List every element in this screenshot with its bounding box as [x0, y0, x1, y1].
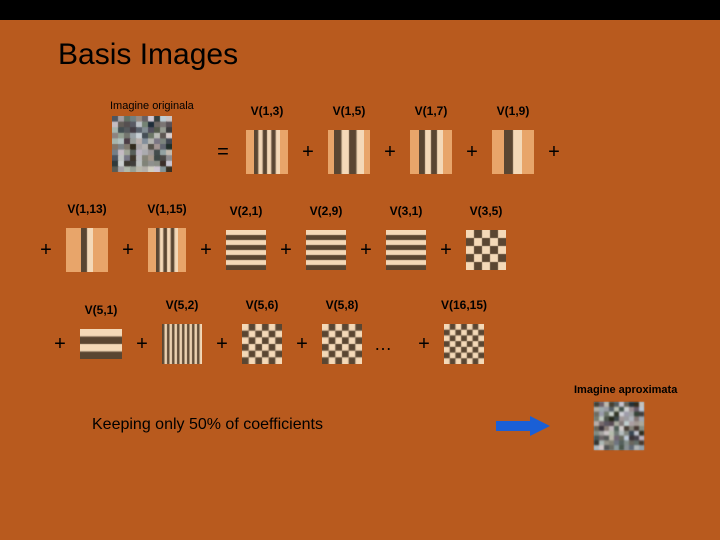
basis-label: V(1,9) [497, 104, 530, 118]
basis-image [66, 228, 108, 272]
basis-cell: V(1,15) [148, 228, 186, 272]
basis-label: V(3,5) [470, 204, 503, 218]
basis-image [328, 130, 370, 174]
plus-op: + [196, 239, 216, 262]
basis-cell: V(16,15) [444, 324, 484, 364]
plus-op: + [414, 333, 434, 356]
row-3: + V(5,1) + V(5,2) + V(5,6) + V(5,8) … + V(16,15) [40, 324, 720, 364]
approx-image [594, 402, 644, 450]
plus-op: + [118, 239, 138, 262]
basis-label: V(3,1) [390, 204, 423, 218]
original-image [112, 116, 172, 172]
row-2: + V(1,13) + V(1,15) + V(2,1) + V(2,9) + V(3,1) + V(… [26, 228, 720, 272]
basis-label: V(1,13) [67, 202, 106, 216]
basis-image [306, 230, 346, 270]
basis-image [148, 228, 186, 272]
plus-op: + [462, 141, 482, 164]
basis-label: V(5,1) [85, 303, 118, 317]
equals-op: = [210, 141, 236, 164]
basis-label: V(2,9) [310, 204, 343, 218]
page-title: Basis Images [58, 38, 720, 72]
basis-cell: V(5,8) [322, 324, 362, 364]
header-bar [0, 0, 720, 20]
original-image-label: Imagine originala [110, 100, 194, 112]
plus-op: + [544, 141, 564, 164]
basis-image [226, 230, 266, 270]
basis-image [162, 324, 202, 364]
basis-image [322, 324, 362, 364]
basis-cell: V(3,5) [466, 230, 506, 270]
plus-op: + [276, 239, 296, 262]
basis-cell: V(1,3) [246, 130, 288, 174]
plus-op: + [50, 333, 70, 356]
plus-op: + [36, 239, 56, 262]
basis-image [444, 324, 484, 364]
plus-op: + [292, 333, 312, 356]
basis-label: V(1,5) [333, 104, 366, 118]
basis-image [492, 130, 534, 174]
basis-label: V(1,7) [415, 104, 448, 118]
basis-cell: V(5,6) [242, 324, 282, 364]
basis-image [246, 130, 288, 174]
basis-cell: V(5,1) [80, 329, 122, 359]
basis-cell: V(1,7) [410, 130, 452, 174]
approx-image-label: Imagine aproximata [574, 384, 677, 396]
basis-image [386, 230, 426, 270]
basis-image [466, 230, 506, 270]
basis-cell: V(1,5) [328, 130, 370, 174]
basis-label: V(2,1) [230, 204, 263, 218]
plus-op: + [436, 239, 456, 262]
row-1: = V(1,3) + V(1,5) + V(1,7) + V(1,9) + [200, 130, 720, 174]
basis-cell: V(2,9) [306, 230, 346, 270]
basis-image [80, 329, 122, 359]
basis-cell: V(5,2) [162, 324, 202, 364]
plus-op: + [356, 239, 376, 262]
plus-op: + [212, 333, 232, 356]
basis-cell: V(2,1) [226, 230, 266, 270]
basis-cell: V(3,1) [386, 230, 426, 270]
basis-label: V(5,6) [246, 298, 279, 312]
basis-cell: V(1,9) [492, 130, 534, 174]
basis-label: V(5,2) [166, 298, 199, 312]
basis-label: V(1,15) [147, 202, 186, 216]
dots-op: … [374, 334, 392, 355]
basis-label: V(16,15) [441, 298, 487, 312]
basis-image [242, 324, 282, 364]
basis-label: V(5,8) [326, 298, 359, 312]
basis-image [410, 130, 452, 174]
basis-label: V(1,3) [251, 104, 284, 118]
plus-op: + [380, 141, 400, 164]
footer-text: Keeping only 50% of coefficients [92, 416, 323, 434]
plus-op: + [132, 333, 152, 356]
basis-cell: V(1,13) [66, 228, 108, 272]
arrow-icon [496, 416, 552, 436]
plus-op: + [298, 141, 318, 164]
